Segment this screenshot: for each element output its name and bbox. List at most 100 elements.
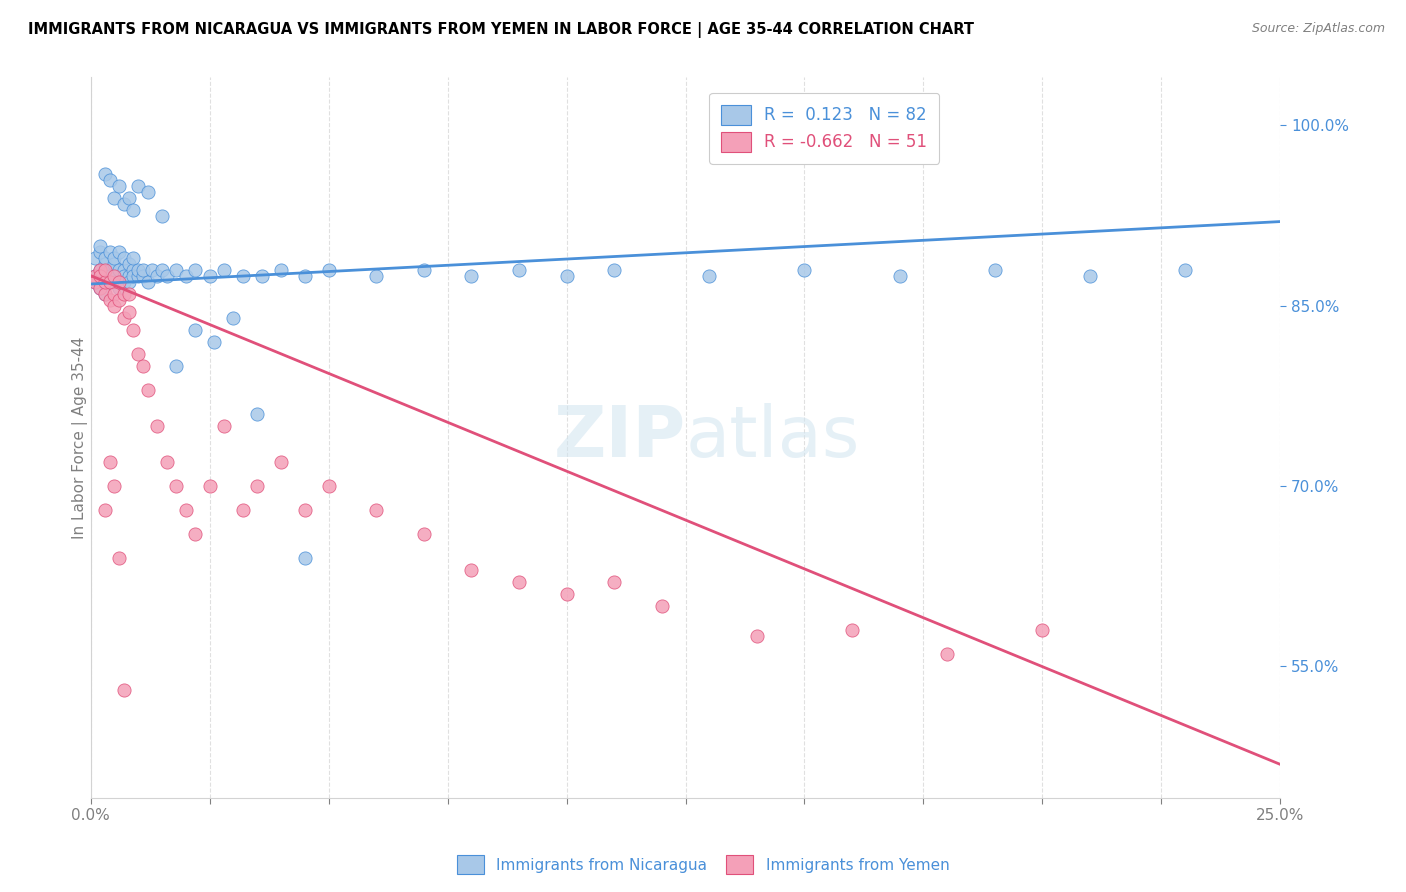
Point [136, 383, 159, 397]
Point [936, 647, 959, 661]
Point [118, 275, 141, 289]
Point [1078, 268, 1101, 283]
Point [270, 262, 292, 277]
Point [270, 455, 292, 469]
Point [460, 563, 482, 577]
Point [555, 268, 578, 283]
Point [112, 196, 135, 211]
Point [89, 280, 111, 294]
Point [94, 503, 117, 517]
Point [1031, 623, 1053, 637]
Point [108, 280, 131, 294]
Point [202, 334, 225, 349]
Point [651, 599, 673, 613]
Point [98, 244, 121, 259]
Point [127, 347, 149, 361]
Point [366, 503, 388, 517]
Point [103, 268, 125, 283]
Point [118, 304, 141, 318]
Point [108, 293, 131, 307]
Point [112, 683, 135, 698]
Point [841, 623, 863, 637]
Point [174, 268, 197, 283]
Point [165, 262, 187, 277]
Point [98, 293, 121, 307]
Point [165, 479, 187, 493]
Point [366, 268, 388, 283]
Point [412, 526, 434, 541]
Point [84, 275, 107, 289]
Point [103, 251, 125, 265]
Text: Source: ZipAtlas.com: Source: ZipAtlas.com [1251, 22, 1385, 36]
Point [108, 178, 131, 193]
Point [603, 574, 626, 589]
Point [94, 257, 117, 271]
Point [94, 251, 117, 265]
Point [184, 323, 207, 337]
Point [89, 262, 111, 277]
Point [136, 275, 159, 289]
Point [246, 407, 269, 421]
Point [108, 275, 131, 289]
Point [98, 262, 121, 277]
Point [118, 190, 141, 204]
Point [318, 479, 340, 493]
Point [127, 268, 149, 283]
Point [136, 185, 159, 199]
Point [89, 262, 111, 277]
Point [94, 275, 117, 289]
Point [697, 268, 720, 283]
Point [156, 455, 179, 469]
Point [127, 262, 149, 277]
Point [508, 574, 530, 589]
Point [132, 268, 155, 283]
Point [118, 257, 141, 271]
Point [94, 262, 117, 277]
Point [984, 262, 1007, 277]
Text: IMMIGRANTS FROM NICARAGUA VS IMMIGRANTS FROM YEMEN IN LABOR FORCE | AGE 35-44 CO: IMMIGRANTS FROM NICARAGUA VS IMMIGRANTS … [28, 22, 974, 38]
Point [103, 299, 125, 313]
Point [232, 503, 254, 517]
Point [103, 286, 125, 301]
Point [84, 275, 107, 289]
Point [122, 251, 145, 265]
Point [232, 268, 254, 283]
Text: atlas: atlas [686, 403, 860, 472]
Point [98, 268, 121, 283]
Point [122, 262, 145, 277]
Point [165, 359, 187, 373]
Point [222, 310, 245, 325]
Point [212, 262, 235, 277]
Point [112, 286, 135, 301]
Point [89, 244, 111, 259]
Point [94, 268, 117, 283]
Point [150, 262, 173, 277]
Point [98, 275, 121, 289]
Point [198, 479, 221, 493]
Point [174, 503, 197, 517]
Point [793, 262, 815, 277]
Point [294, 550, 316, 565]
Point [508, 262, 530, 277]
Point [127, 178, 149, 193]
Point [103, 275, 125, 289]
Point [146, 268, 169, 283]
Point [112, 275, 135, 289]
Point [98, 455, 121, 469]
Point [603, 262, 626, 277]
Y-axis label: In Labor Force | Age 35-44: In Labor Force | Age 35-44 [72, 336, 87, 539]
Point [156, 268, 179, 283]
Point [108, 262, 131, 277]
Point [745, 629, 768, 643]
Point [89, 268, 111, 283]
Point [146, 418, 169, 433]
Point [294, 268, 316, 283]
Point [122, 268, 145, 283]
Point [294, 503, 316, 517]
Point [103, 479, 125, 493]
Point [1174, 262, 1197, 277]
Point [108, 550, 131, 565]
Point [112, 251, 135, 265]
Point [112, 262, 135, 277]
Point [132, 262, 155, 277]
